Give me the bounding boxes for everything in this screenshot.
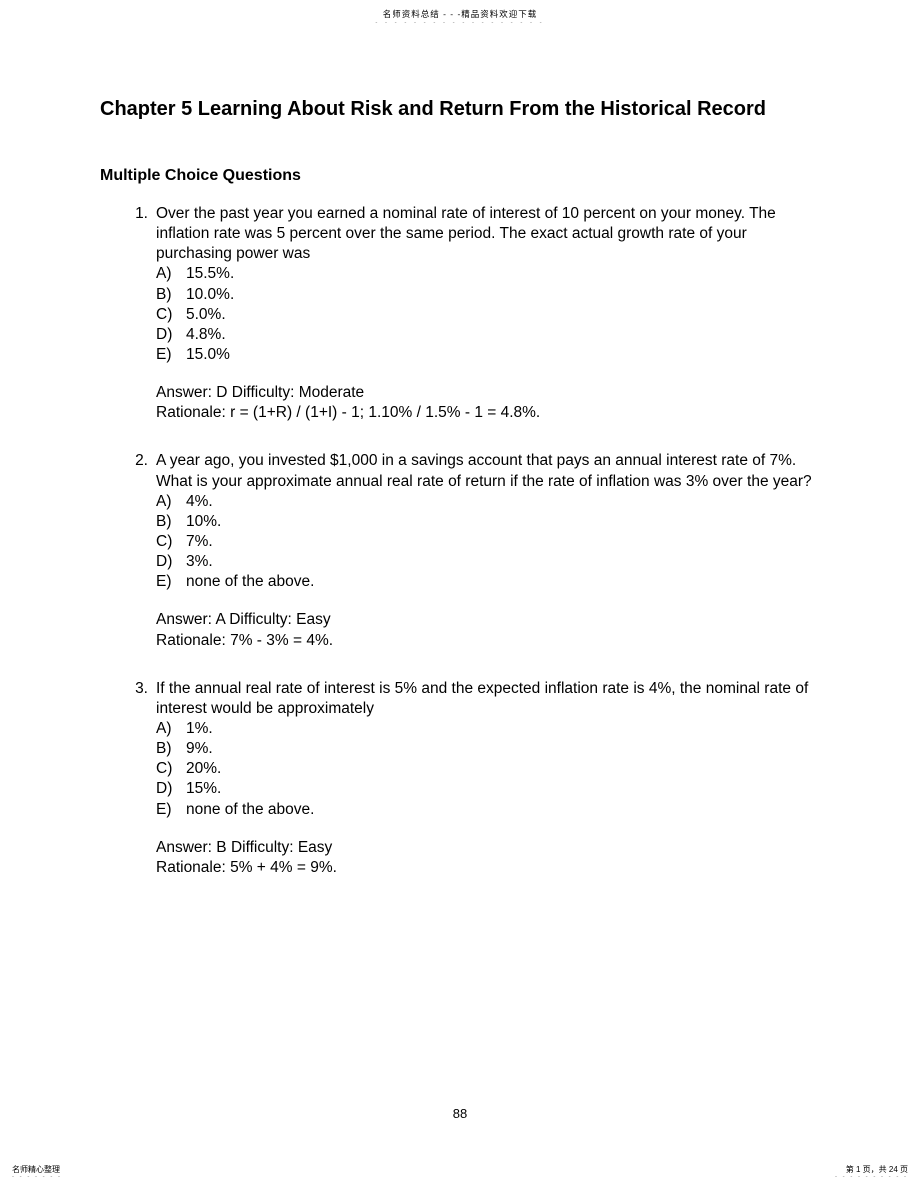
answer-block: Answer: D Difficulty: Moderate Rationale… [156, 383, 820, 423]
question-number: 1. [120, 204, 148, 224]
choice-item: E) 15.0% [156, 345, 820, 365]
answer-line: Answer: B Difficulty: Easy [156, 838, 820, 858]
choice-text: 20%. [186, 760, 221, 777]
choice-letter: D) [156, 325, 172, 345]
choice-item: C) 20%. [156, 759, 820, 779]
choice-letter: E) [156, 800, 172, 820]
choice-item: B) 10.0%. [156, 285, 820, 305]
choice-text: 9%. [186, 740, 213, 757]
question-item: 3. If the annual real rate of interest i… [120, 679, 820, 878]
choice-text: 4%. [186, 493, 213, 510]
answer-line: Answer: D Difficulty: Moderate [156, 383, 820, 403]
choice-letter: A) [156, 264, 172, 284]
choice-letter: C) [156, 532, 172, 552]
rationale-line: Rationale: 5% + 4% = 9%. [156, 858, 820, 878]
rationale-line: Rationale: 7% - 3% = 4%. [156, 631, 820, 651]
choice-text: 1%. [186, 720, 213, 737]
choice-item: A) 15.5%. [156, 264, 820, 284]
choice-text: 15.5%. [186, 265, 234, 282]
choice-item: C) 7%. [156, 532, 820, 552]
choice-item: D) 4.8%. [156, 325, 820, 345]
choice-item: A) 1%. [156, 719, 820, 739]
top-watermark: 名师资料总结 - - -精品资料欢迎下载 - - - - - - - - - -… [0, 8, 920, 26]
question-item: 1. Over the past year you earned a nomin… [120, 204, 820, 423]
rationale-line: Rationale: r = (1+R) / (1+I) - 1; 1.10% … [156, 403, 820, 423]
question-number: 2. [120, 451, 148, 471]
footer-left-text: 名师精心整理 [12, 1166, 62, 1174]
choice-item: B) 10%. [156, 512, 820, 532]
question-body: A year ago, you invested $1,000 in a sav… [156, 451, 820, 650]
question-body: If the annual real rate of interest is 5… [156, 679, 820, 878]
question-text: A year ago, you invested $1,000 in a sav… [156, 451, 820, 491]
watermark-dots: - - - - - - - - - - - - - - - - - - [0, 20, 920, 26]
choice-text: 3%. [186, 553, 213, 570]
question-number: 3. [120, 679, 148, 699]
choice-item: A) 4%. [156, 492, 820, 512]
choice-letter: C) [156, 305, 172, 325]
footer-left-dots: - - - - - - - [12, 1174, 62, 1180]
choices-list: A) 15.5%. B) 10.0%. C) 5.0%. D) 4.8%. E) 15.0… [156, 264, 820, 365]
choice-item: E) none of the above. [156, 572, 820, 592]
choice-letter: E) [156, 572, 172, 592]
choice-letter: B) [156, 285, 172, 305]
choice-item: E) none of the above. [156, 800, 820, 820]
answer-line: Answer: A Difficulty: Easy [156, 610, 820, 630]
choice-text: 5.0%. [186, 306, 226, 323]
answer-block: Answer: A Difficulty: Easy Rationale: 7%… [156, 610, 820, 650]
choices-list: A) 1%. B) 9%. C) 20%. D) 15%. E) none of the … [156, 719, 820, 820]
choice-letter: D) [156, 552, 172, 572]
watermark-text: 名师资料总结 - - -精品资料欢迎下载 [0, 8, 920, 20]
choice-item: B) 9%. [156, 739, 820, 759]
choice-text: 10.0%. [186, 286, 234, 303]
question-text: Over the past year you earned a nominal … [156, 204, 820, 264]
choice-letter: D) [156, 779, 172, 799]
choice-letter: A) [156, 719, 172, 739]
footer-right-text: 第 1 页，共 24 页 [835, 1166, 908, 1174]
section-title: Multiple Choice Questions [100, 167, 301, 185]
chapter-title: Chapter 5 Learning About Risk and Return… [100, 98, 766, 121]
answer-block: Answer: B Difficulty: Easy Rationale: 5%… [156, 838, 820, 878]
choice-item: D) 15%. [156, 779, 820, 799]
choice-text: 4.8%. [186, 326, 226, 343]
question-body: Over the past year you earned a nominal … [156, 204, 820, 423]
choice-letter: A) [156, 492, 172, 512]
choice-letter: B) [156, 739, 172, 759]
choice-text: none of the above. [186, 573, 314, 590]
choice-text: 7%. [186, 533, 213, 550]
document-page: 名师资料总结 - - -精品资料欢迎下载 - - - - - - - - - -… [0, 0, 920, 1192]
choice-letter: B) [156, 512, 172, 532]
choice-text: none of the above. [186, 801, 314, 818]
question-item: 2. A year ago, you invested $1,000 in a … [120, 451, 820, 650]
choice-text: 10%. [186, 513, 221, 530]
footer-right: 第 1 页，共 24 页 - - - - - - - - - - [835, 1166, 908, 1180]
choice-text: 15%. [186, 780, 221, 797]
choice-item: D) 3%. [156, 552, 820, 572]
footer-right-dots: - - - - - - - - - - [835, 1174, 908, 1180]
question-text: If the annual real rate of interest is 5… [156, 679, 820, 719]
questions-container: 1. Over the past year you earned a nomin… [120, 204, 820, 906]
choice-item: C) 5.0%. [156, 305, 820, 325]
footer-left: 名师精心整理 - - - - - - - [12, 1166, 62, 1180]
page-number: 88 [0, 1106, 920, 1121]
choice-letter: C) [156, 759, 172, 779]
choice-letter: E) [156, 345, 172, 365]
choices-list: A) 4%. B) 10%. C) 7%. D) 3%. E) none of the a… [156, 492, 820, 593]
choice-text: 15.0% [186, 346, 230, 363]
